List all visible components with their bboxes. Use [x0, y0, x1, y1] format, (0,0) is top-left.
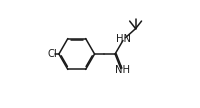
- Text: HN: HN: [116, 34, 131, 44]
- Text: Cl: Cl: [47, 49, 57, 59]
- Text: NH: NH: [114, 65, 129, 75]
